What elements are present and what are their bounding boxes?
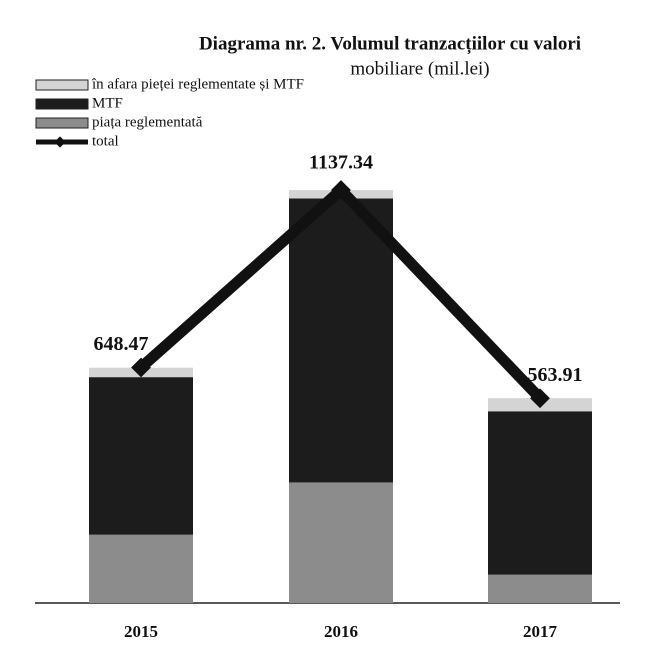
chart-title: mobiliare (mil.lei) — [350, 58, 489, 79]
x-tick-label: 2015 — [124, 622, 158, 641]
legend-label: total — [92, 133, 119, 149]
data-label: 563.91 — [528, 364, 583, 386]
x-tick-label: 2017 — [523, 622, 558, 641]
data-label: 1137.34 — [309, 152, 373, 174]
bar-segment — [488, 574, 592, 603]
total-marker — [331, 180, 351, 200]
legend-swatch — [35, 79, 89, 91]
bar-segment — [289, 482, 393, 603]
legend-label: piața reglementată — [92, 114, 203, 130]
x-tick-label: 2016 — [324, 622, 358, 641]
chart-title: Diagrama nr. 2. Volumul tranzacțiilor cu… — [199, 33, 581, 54]
legend-swatch — [54, 136, 66, 148]
bar-segment — [289, 198, 393, 483]
legend-label: în afara pieței reglementate și MTF — [91, 76, 304, 92]
bar-segment — [89, 377, 193, 535]
legend-swatch — [35, 98, 89, 110]
bar-segment — [488, 411, 592, 575]
legend-swatch — [35, 117, 89, 129]
legend-label: MTF — [92, 95, 123, 111]
total-marker — [131, 357, 151, 378]
bar-segment — [89, 534, 193, 603]
total-marker — [530, 388, 550, 409]
data-label: 648.47 — [94, 333, 149, 355]
